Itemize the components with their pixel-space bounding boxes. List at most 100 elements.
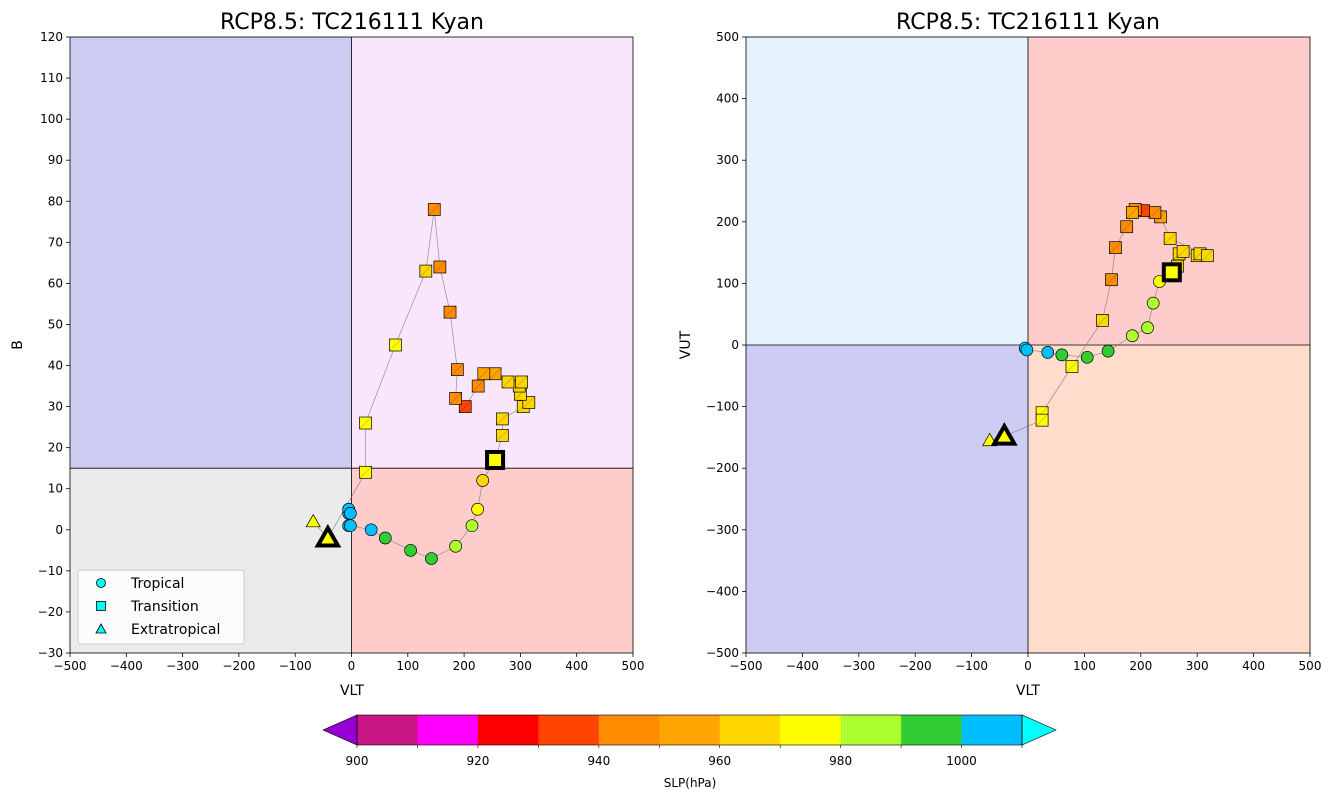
y-axis-label-left: B — [10, 340, 26, 350]
x-tick-label: −100 — [279, 659, 312, 673]
data-point-hatch — [451, 363, 464, 376]
colorbar-segment — [719, 715, 781, 745]
y-tick-label: 120 — [40, 30, 63, 44]
y-tick-label: 90 — [48, 153, 63, 167]
y-tick-label: 110 — [40, 71, 63, 85]
data-point-tropical — [1080, 350, 1094, 364]
x-tick-label: −200 — [222, 659, 255, 673]
data-point-tropical — [378, 531, 392, 545]
colorbar-tick-label: 920 — [466, 754, 489, 768]
colorbar-segment — [538, 715, 600, 745]
y-tick-label: 200 — [716, 215, 739, 229]
x-tick-label: 200 — [1129, 659, 1152, 673]
chart-title-right: RCP8.5: TC216111 Kyan — [896, 10, 1160, 35]
quadrant-upper-right — [1028, 37, 1310, 345]
y-tick-label: 60 — [48, 276, 63, 290]
legend-box — [77, 569, 245, 645]
data-point-hatch — [1201, 249, 1214, 262]
data-point-tropical — [1146, 296, 1160, 310]
data-point-hatch — [1065, 360, 1079, 373]
data-point-hatch — [1148, 206, 1162, 219]
colorbar-frame — [356, 714, 1023, 746]
x-tick-label: 100 — [396, 659, 419, 673]
x-tick-label: −400 — [110, 659, 143, 673]
colorbar-segment — [598, 715, 660, 745]
y-tick-label: −30 — [38, 646, 63, 660]
colorbar-tick-label: 980 — [829, 754, 852, 768]
colorbar-over-extension — [1021, 714, 1057, 746]
x-tick-label: −500 — [54, 659, 87, 673]
x-tick-label: 500 — [622, 659, 645, 673]
y-tick-label: 80 — [48, 194, 63, 208]
data-point-hatch — [1105, 273, 1118, 286]
legend-triangle-marker — [95, 623, 107, 634]
y-tick-label: 300 — [716, 153, 739, 167]
data-point-tropical — [344, 519, 357, 533]
x-tick-label: 300 — [509, 659, 532, 673]
data-point-hatch — [359, 466, 372, 479]
x-tick-label: 0 — [1024, 659, 1032, 673]
y-tick-label: −20 — [38, 605, 63, 619]
data-point-tropical — [1141, 321, 1154, 335]
data-point-hatch — [1120, 220, 1133, 233]
legend-label-extratropical: Extratropical — [131, 622, 220, 638]
data-point-hatch — [1109, 241, 1122, 254]
colorbar-segment — [357, 715, 418, 745]
y-tick-label: −300 — [706, 523, 739, 537]
y-tick-label: 70 — [48, 235, 63, 249]
data-point-tropical — [404, 543, 417, 557]
phase-plot-vut-vs-vlt: −500 −400 −300 −200 −100 0 100 200 300 400 500 −500… — [678, 10, 1321, 699]
x-tick-label: −300 — [842, 659, 875, 673]
data-point-tropical — [1055, 348, 1069, 362]
plot-area: −500 −400 −300 −200 −100 0 100 200 300 400 500 −500… — [706, 30, 1321, 673]
x-tick-label: −400 — [786, 659, 819, 673]
data-point-tropical — [1101, 344, 1115, 358]
data-point-tropical — [465, 519, 479, 533]
x-axis-label-right: VLT — [1016, 683, 1040, 699]
data-point-tropical — [364, 523, 378, 537]
data-point-hatch — [496, 429, 509, 442]
data-point-hatch — [419, 264, 432, 278]
plot-frame — [69, 36, 634, 654]
y-tick-label: 10 — [48, 482, 63, 496]
plot-area: −500 −400 −300 −200 −100 0 100 200 300 400 500−30−… — [38, 30, 645, 673]
x-tick-label: −300 — [166, 659, 199, 673]
data-point-hatch — [477, 367, 490, 380]
colorbar-tick-label: 940 — [587, 754, 610, 768]
data-point-extratropical — [305, 513, 321, 528]
colorbar-tick-label: 960 — [708, 754, 731, 768]
colorbar-segment — [961, 715, 1023, 745]
data-point-hatch — [488, 367, 502, 380]
colorbar-segment — [780, 715, 842, 745]
data-point-hatch — [459, 400, 472, 413]
y-tick-label: 20 — [48, 441, 63, 455]
colorbar-tick-label: 1000 — [946, 754, 977, 768]
quadrant-lower-left — [746, 345, 1028, 653]
data-point-extratropical — [314, 523, 342, 548]
x-tick-label: 100 — [1073, 659, 1096, 673]
data-point-hatch — [449, 392, 462, 405]
data-point-transition — [1161, 262, 1182, 283]
y-tick-label: −500 — [706, 646, 739, 660]
x-tick-label: 400 — [1242, 659, 1265, 673]
data-point-hatch — [1163, 232, 1177, 245]
data-point-tropical — [425, 552, 438, 565]
y-tick-label: 100 — [716, 276, 739, 290]
colorbar-segment — [659, 715, 721, 745]
data-point-tropical — [471, 502, 484, 516]
data-point-hatch — [472, 379, 485, 393]
y-tick-label: 100 — [40, 112, 63, 126]
x-tick-label: −200 — [899, 659, 932, 673]
data-point-tropical — [476, 474, 490, 487]
x-tick-label: 300 — [1186, 659, 1209, 673]
x-tick-label: 0 — [348, 659, 356, 673]
colorbar-label: SLP(hPa) — [664, 776, 717, 790]
data-point-hatch — [1126, 206, 1139, 219]
colorbar-segment — [901, 715, 963, 745]
data-point-tropical — [344, 507, 357, 520]
y-tick-label: 0 — [55, 523, 63, 537]
y-tick-label: 30 — [48, 400, 63, 414]
data-point-tropical — [1041, 346, 1055, 359]
legend-label-transition: Transition — [130, 599, 199, 615]
